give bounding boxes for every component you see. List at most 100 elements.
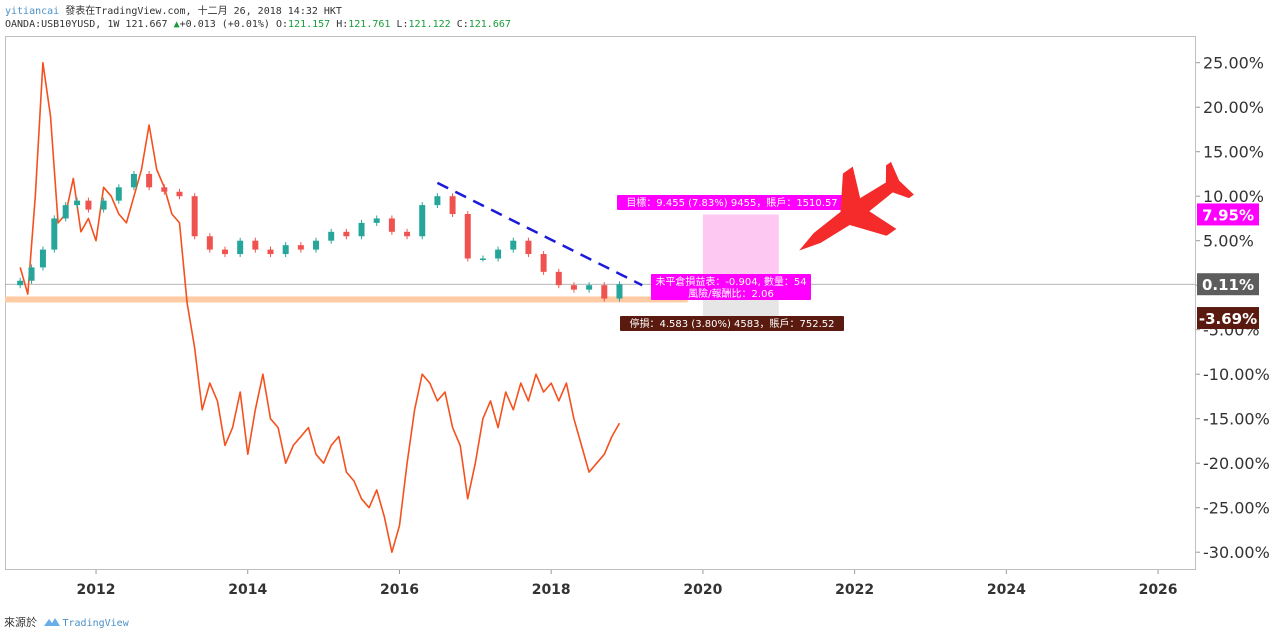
candle-body (130, 173, 137, 188)
y-tick-label: -25.00% (1203, 499, 1270, 518)
candle-body (449, 196, 456, 214)
candle-body (388, 218, 395, 232)
low-label: L: (396, 19, 409, 30)
high-value: 121.761 (348, 19, 391, 30)
tradingview-link[interactable]: TradingView (62, 618, 129, 629)
open-pl-bg (651, 274, 811, 300)
published-text: 發表在TradingView.com, 十二月 26, 2018 14:32 H… (65, 6, 342, 17)
candle-body (570, 285, 577, 290)
candle-body (495, 249, 502, 259)
entry-badge-bg (1197, 273, 1259, 296)
candle-body (328, 231, 335, 241)
source-label: 來源於 (4, 616, 37, 629)
y-tick-label: -10.00% (1203, 365, 1270, 384)
risk-reward-label: 風險/報酬比：2.06 (688, 287, 774, 300)
candle-body (252, 240, 259, 250)
candle-body (601, 285, 608, 299)
candle-body (74, 200, 81, 206)
candle-body (404, 231, 411, 237)
candle-body (85, 200, 92, 210)
stop-badge-bg (1197, 307, 1259, 330)
y-tick-label: 15.00% (1203, 143, 1264, 162)
candle-body (146, 173, 153, 188)
candle-body (28, 267, 35, 281)
change-text: +0.013 (+0.01%) (179, 19, 270, 30)
open-label: O: (275, 19, 289, 30)
support-band (5, 296, 688, 303)
target-label: 目標：9.455 (7.83%) 9455，賬戶：1510.57 (626, 196, 837, 209)
candle-body (221, 249, 228, 255)
x-tick-label: 2024 (987, 582, 1026, 598)
jet-plane-icon (799, 161, 914, 251)
tradingview-logo-icon (43, 618, 60, 626)
candle-body (510, 240, 517, 250)
y-tick-label: 5.00% (1203, 232, 1254, 251)
candle-body (100, 200, 107, 210)
candle-body (586, 285, 593, 290)
target-badge-group: 7.95% (1197, 203, 1259, 226)
open-pl-label: 未平倉損益表：-0.904, 數量：54 (655, 275, 806, 288)
open-value: 121.157 (288, 19, 331, 30)
stop-label-group: 停損：4.583 (3.80%) 4583，賬戶：752.52 (620, 316, 844, 331)
footer: 來源於 TradingView (4, 614, 129, 630)
candle-body (297, 245, 304, 250)
trendline (436, 181, 643, 287)
candle-body (267, 249, 274, 255)
candle-body (343, 231, 350, 237)
y-tick-label: -15.00% (1203, 410, 1270, 429)
x-tick-label: 2022 (835, 582, 874, 598)
x-tick-label: 2016 (380, 582, 419, 598)
x-tick-label: 2012 (77, 582, 116, 598)
author-link[interactable]: yitiancai (5, 6, 60, 17)
compare-series-line (19, 61, 621, 554)
x-tick-label: 2014 (228, 582, 267, 598)
y-tick-label: 25.00% (1203, 54, 1264, 73)
candle-body (434, 196, 441, 206)
candle-body (313, 240, 320, 250)
x-tick-label: 2020 (683, 582, 722, 598)
target-badge-bg (1197, 203, 1259, 226)
entry-badge: 0.11% (1202, 276, 1254, 294)
header-line-1: yitiancai 發表在TradingView.com, 十二月 26, 20… (5, 2, 342, 17)
stop-badge: -3.69% (1199, 310, 1257, 328)
jet-plane-shape (799, 161, 914, 251)
candle-body (115, 187, 122, 201)
target-zone (702, 214, 779, 285)
stop-label-bg (620, 316, 844, 331)
candle-body (51, 218, 58, 250)
candle-body (464, 214, 471, 259)
candle-body (282, 245, 289, 255)
close-label: C: (456, 19, 469, 30)
x-tick-label: 2018 (532, 582, 571, 598)
candle-body (237, 240, 244, 255)
symbol-text: OANDA:USB10YUSD, 1W (5, 19, 120, 30)
candle-body (39, 249, 46, 268)
candle-body (176, 191, 183, 197)
change-arrow-icon: ▲ (173, 19, 180, 30)
candle-body (191, 196, 198, 237)
candle-body (206, 236, 213, 250)
x-tick-label: 2026 (1139, 582, 1178, 598)
y-tick-label: 10.00% (1203, 187, 1264, 206)
high-label: H: (336, 19, 349, 30)
chart-pane[interactable] (5, 36, 1196, 570)
candle-body (17, 280, 24, 286)
candle-body (419, 205, 426, 237)
target-label-group: 目標：9.455 (7.83%) 9455，賬戶：1510.57 (617, 195, 847, 210)
price-chart[interactable]: 目標：9.455 (7.83%) 9455，賬戶：1510.57 未平倉損益表：-… (0, 0, 1280, 612)
last-price: 121.667 (125, 19, 168, 30)
candle-body (161, 187, 168, 192)
stop-label: 停損：4.583 (3.80%) 4583，賬戶：752.52 (630, 317, 835, 330)
target-label-bg (617, 195, 847, 210)
header-line-2: OANDA:USB10YUSD, 1W 121.667 ▲+0.013 (+0.… (5, 19, 511, 30)
candle-body (555, 271, 562, 286)
stop-badge-group: -3.69% (1197, 307, 1259, 330)
low-value: 121.122 (408, 19, 451, 30)
y-tick-label: -20.00% (1203, 454, 1270, 473)
candle-body (525, 240, 532, 255)
candle-body (540, 254, 547, 272)
entry-badge-group: 0.11% (1197, 273, 1259, 296)
candle-body (616, 284, 623, 299)
candle-body (479, 258, 486, 260)
